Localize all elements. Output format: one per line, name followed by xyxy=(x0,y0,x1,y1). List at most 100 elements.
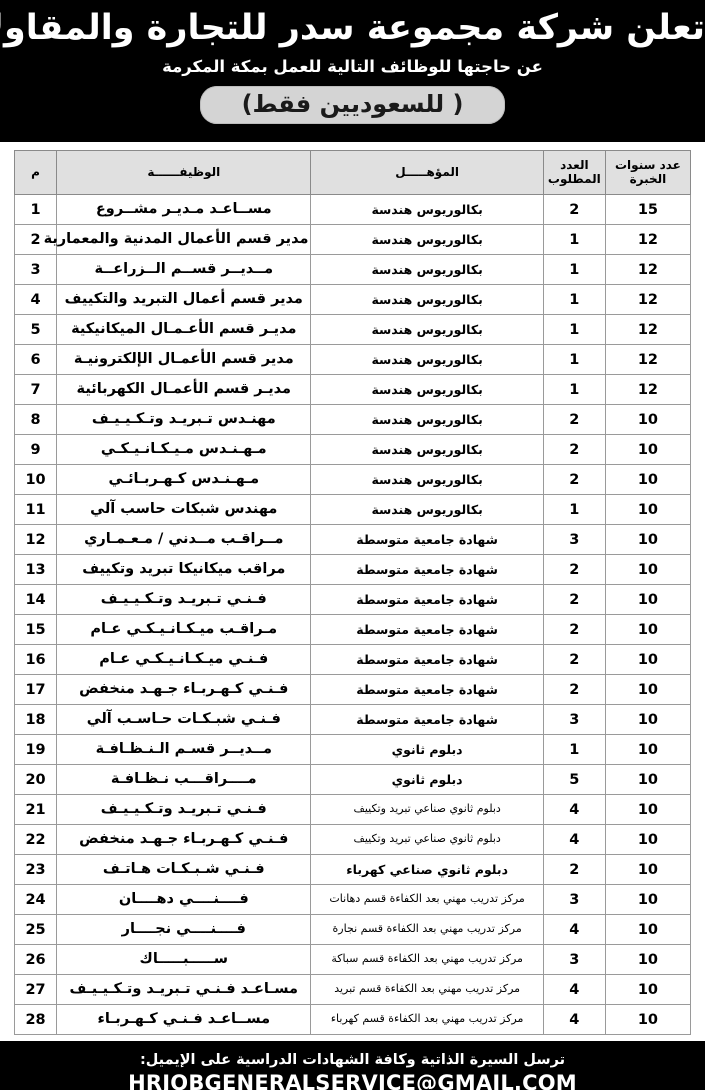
cell-experience-years: 10 xyxy=(604,734,692,765)
table-row: 10 2 شهادة جامعية متوسطة فـنـي كـهـربـاء جـ… xyxy=(13,674,692,705)
jobs-table-body: 15 2 بكالوريوس هندسة مســاعـد مـديـر مشــرو… xyxy=(13,194,692,1035)
cell-position: مـهـنـدس كـهـربـائـي xyxy=(56,464,312,495)
cell-experience-years: 10 xyxy=(604,494,692,525)
cell-position: مهندس شبكات حاسب آلي xyxy=(56,494,312,525)
table-row: 10 1 دبلوم ثانوي مــديــر قسـم الـنـظـافـة 1… xyxy=(13,734,692,765)
cell-position: مـهـنـدس مـيـكـانـيـكـي xyxy=(56,434,312,465)
cell-index: 28 xyxy=(13,1004,58,1035)
table-row: 10 2 شهادة جامعية متوسطة فـنـي ميـكـانـيـكـ… xyxy=(13,644,692,675)
cell-qualification: بكالوريوس هندسة xyxy=(310,344,544,375)
cell-required-count: 3 xyxy=(542,524,606,555)
cell-experience-years: 12 xyxy=(604,314,692,345)
cell-index: 14 xyxy=(13,584,58,615)
cell-index: 23 xyxy=(13,854,58,885)
cell-qualification: مركز تدريب مهني بعد الكفاءة قسم دهانات xyxy=(310,884,544,915)
cell-position: مــراقـب مــدني / مـعـمـاري xyxy=(56,524,312,555)
cell-experience-years: 15 xyxy=(604,194,692,225)
cell-experience-years: 10 xyxy=(604,674,692,705)
cell-index: 3 xyxy=(13,254,58,285)
cell-position: مدير قسم الأعمـال الإلكترونيـة xyxy=(56,344,312,375)
table-row: 10 2 بكالوريوس هندسة مـهـنـدس مـيـكـانـيـكـ… xyxy=(13,434,692,465)
cell-qualification: شهادة جامعية متوسطة xyxy=(310,674,544,705)
table-row: 12 1 بكالوريوس هندسة مــديــر قســم الــزرا… xyxy=(13,254,692,285)
cell-position: مســاعـد فـنـي كـهـربـاء xyxy=(56,1004,312,1035)
cell-experience-years: 12 xyxy=(604,284,692,315)
cell-qualification: شهادة جامعية متوسطة xyxy=(310,584,544,615)
cell-required-count: 4 xyxy=(542,974,606,1005)
cell-experience-years: 10 xyxy=(604,614,692,645)
cell-experience-years: 10 xyxy=(604,764,692,795)
cell-qualification: شهادة جامعية متوسطة xyxy=(310,524,544,555)
cell-qualification: بكالوريوس هندسة xyxy=(310,404,544,435)
saudis-only-badge: ( للسعوديين فقط) xyxy=(199,86,506,125)
column-header-qualification: المؤهـــــل xyxy=(310,150,544,195)
cell-position: فـنـي شبـكـات حـاسـب آلي xyxy=(56,704,312,735)
cell-required-count: 4 xyxy=(542,794,606,825)
cell-required-count: 4 xyxy=(542,824,606,855)
cell-qualification: مركز تدريب مهني بعد الكفاءة قسم تبريد xyxy=(310,974,544,1005)
jobs-table-area: عدد سنوات الخبرة العدد المطلوب المؤهــــ… xyxy=(0,138,705,1045)
cell-index: 4 xyxy=(13,284,58,315)
cell-qualification: شهادة جامعية متوسطة xyxy=(310,614,544,645)
table-row: 10 3 شهادة جامعية متوسطة مــراقـب مــدني / … xyxy=(13,524,692,555)
cell-qualification: مركز تدريب مهني بعد الكفاءة قسم نجارة xyxy=(310,914,544,945)
cell-required-count: 1 xyxy=(542,494,606,525)
cell-experience-years: 10 xyxy=(604,794,692,825)
table-row: 10 3 مركز تدريب مهني بعد الكفاءة قسم سباكة… xyxy=(13,944,692,975)
cell-experience-years: 12 xyxy=(604,254,692,285)
cell-index: 26 xyxy=(13,944,58,975)
cell-qualification: بكالوريوس هندسة xyxy=(310,254,544,285)
cell-position: فـنـي كـهـربـاء جـهـد منخفض xyxy=(56,674,312,705)
table-row: 10 3 شهادة جامعية متوسطة فـنـي شبـكـات حـاس… xyxy=(13,704,692,735)
cell-required-count: 1 xyxy=(542,344,606,375)
cell-index: 10 xyxy=(13,464,58,495)
cell-required-count: 1 xyxy=(542,734,606,765)
cell-position: مدير قسم أعمال التبريد والتكييف xyxy=(56,284,312,315)
table-row: 15 2 بكالوريوس هندسة مســاعـد مـديـر مشــرو… xyxy=(13,194,692,225)
table-row: 12 1 بكالوريوس هندسة مدير قسم أعمال التبريد… xyxy=(13,284,692,315)
cell-experience-years: 12 xyxy=(604,224,692,255)
cell-index: 25 xyxy=(13,914,58,945)
cell-position: مدير قسم الأعمال المدنية والمعمارية xyxy=(44,224,312,255)
cell-required-count: 2 xyxy=(542,404,606,435)
cell-index: 2 xyxy=(13,224,58,255)
cell-experience-years: 10 xyxy=(604,914,692,945)
cell-qualification: دبلوم ثانوي xyxy=(310,764,544,795)
cell-qualification: دبلوم ثانوي xyxy=(310,734,544,765)
cell-index: 18 xyxy=(13,704,58,735)
cell-experience-years: 12 xyxy=(604,344,692,375)
cell-position: فـنـي كـهـربـاء جـهـد منخفض xyxy=(56,824,312,855)
cell-required-count: 1 xyxy=(542,254,606,285)
submission-instructions: ترسل السيرة الذاتية وكافة الشهادات الدرا… xyxy=(139,1052,566,1068)
cell-qualification: دبلوم ثانوي صناعي كهرباء xyxy=(310,854,544,885)
cell-required-count: 3 xyxy=(542,884,606,915)
cell-experience-years: 10 xyxy=(604,434,692,465)
table-row: 10 4 مركز تدريب مهني بعد الكفاءة قسم كهربا… xyxy=(13,1004,692,1035)
cell-position: مراقب ميكانيكا تبريد وتكييف xyxy=(56,554,312,585)
cell-qualification: شهادة جامعية متوسطة xyxy=(310,554,544,585)
cell-position: فـنـي شـبـكـات هـاتـف xyxy=(56,854,312,885)
contact-email: HRJOBGENERALSERVICE@GMAIL.COM xyxy=(128,1071,577,1090)
cell-required-count: 4 xyxy=(542,1004,606,1035)
cell-required-count: 2 xyxy=(542,554,606,585)
cell-required-count: 2 xyxy=(542,854,606,885)
cell-experience-years: 10 xyxy=(604,1004,692,1035)
cell-position: مـراقـب ميـكـانـيـكـي عـام xyxy=(56,614,312,645)
table-row: 10 4 مركز تدريب مهني بعد الكفاءة قسم نجارة… xyxy=(13,914,692,945)
table-row: 10 2 دبلوم ثانوي صناعي كهرباء فـنـي شـبـكـا… xyxy=(13,854,692,885)
cell-qualification: بكالوريوس هندسة xyxy=(310,374,544,405)
cell-position: مــديــر قســم الــزراعــة xyxy=(56,254,312,285)
cell-index: 20 xyxy=(13,764,58,795)
cell-required-count: 2 xyxy=(542,614,606,645)
cell-qualification: بكالوريوس هندسة xyxy=(310,194,544,225)
cell-index: 22 xyxy=(13,824,58,855)
cell-position: فـنـي ميـكـانـيـكـي عـام xyxy=(56,644,312,675)
column-header-position: الوظيفــــــة xyxy=(56,150,312,195)
cell-required-count: 2 xyxy=(542,584,606,615)
cell-required-count: 4 xyxy=(542,914,606,945)
cell-qualification: بكالوريوس هندسة xyxy=(310,494,544,525)
cell-position: ســـــبـــــاك xyxy=(56,944,312,975)
cell-index: 11 xyxy=(13,494,58,525)
cell-experience-years: 10 xyxy=(604,824,692,855)
table-row: 10 3 مركز تدريب مهني بعد الكفاءة قسم دهانا… xyxy=(13,884,692,915)
